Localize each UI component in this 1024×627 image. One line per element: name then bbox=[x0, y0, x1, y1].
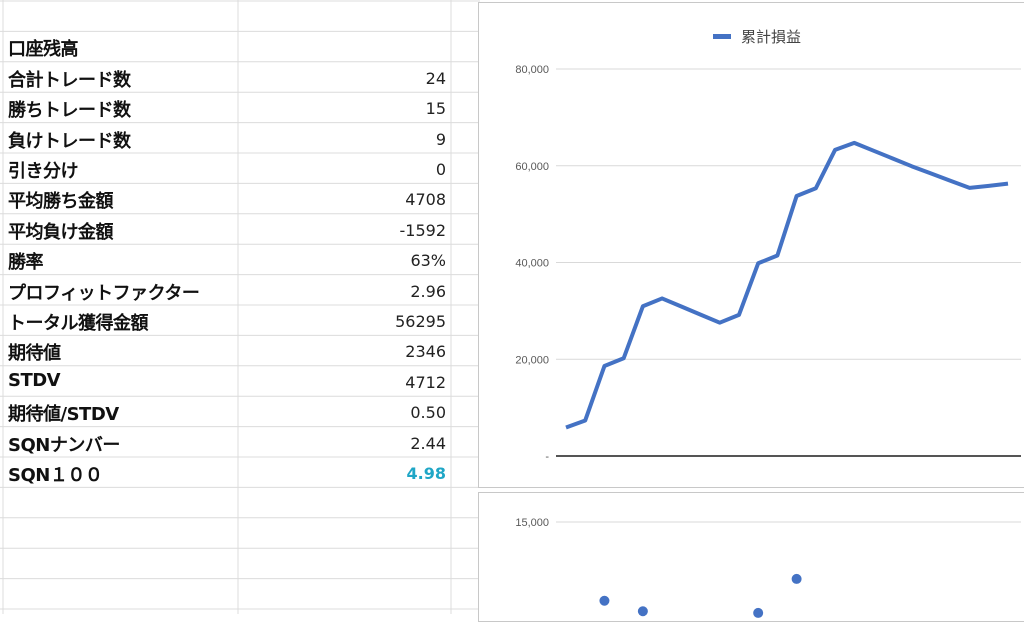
stat-value: 4712 bbox=[405, 372, 446, 392]
line-chart-svg: 累計損益 - 20,000 40,000 60,000 80,000 bbox=[515, 29, 1021, 463]
stat-label: 負けトレード数 bbox=[8, 130, 131, 152]
stat-label: プロフィットファクター bbox=[8, 282, 200, 304]
stat-value: 15 bbox=[425, 99, 446, 119]
stat-label: SQNナンバー bbox=[8, 434, 120, 456]
legend-swatch bbox=[713, 34, 731, 39]
table-row[interactable]: 平均負け金額 -1592 bbox=[0, 214, 480, 244]
stat-value: 56295 bbox=[395, 312, 446, 331]
table-row[interactable]: 勝ちトレード数 15 bbox=[0, 92, 480, 122]
table-row[interactable]: SQNナンバー 2.44 bbox=[0, 427, 480, 457]
y-tick-label: 80,000 bbox=[515, 64, 549, 76]
trade-pnl-scatter-chart[interactable]: 15,000 bbox=[478, 492, 1024, 622]
stat-value: 4.98 bbox=[406, 464, 446, 483]
stat-label: 平均勝ち金額 bbox=[8, 191, 114, 213]
stat-value: 2.44 bbox=[410, 433, 446, 453]
legend-label: 累計損益 bbox=[741, 29, 801, 46]
table-row[interactable]: 引き分け 0 bbox=[0, 153, 480, 183]
y-tick-label: 20,000 bbox=[515, 354, 549, 366]
table-row[interactable]: 期待値/STDV 0.50 bbox=[0, 396, 480, 426]
stat-label: 引き分け bbox=[8, 161, 79, 182]
stat-label: 期待値/STDV bbox=[8, 404, 119, 426]
table-row[interactable]: STDV 4712 bbox=[0, 366, 480, 396]
table-row[interactable]: 期待値 2346 bbox=[0, 335, 480, 365]
table-row[interactable]: SQN１００ 4.98 bbox=[0, 457, 480, 487]
y-tick-label: 15,000 bbox=[515, 517, 549, 529]
stat-label: 合計トレード数 bbox=[8, 69, 131, 91]
stat-value: 2.96 bbox=[410, 281, 446, 301]
stat-value: 0 bbox=[435, 160, 446, 179]
stat-label: 勝率 bbox=[8, 252, 44, 274]
scatter-point bbox=[791, 573, 802, 584]
cumulative-pnl-chart[interactable]: 累計損益 - 20,000 40,000 60,000 80,000 bbox=[478, 2, 1024, 488]
stat-label: 平均負け金額 bbox=[8, 221, 114, 243]
stat-value: 24 bbox=[425, 68, 446, 88]
table-row[interactable]: 勝率 63% bbox=[0, 244, 480, 274]
y-tick-label: 60,000 bbox=[515, 161, 549, 173]
table-row[interactable]: 口座残高 bbox=[0, 31, 480, 61]
scatter-point bbox=[753, 607, 764, 618]
table-row[interactable]: プロフィットファクター 2.96 bbox=[0, 275, 480, 305]
stat-label: 勝ちトレード数 bbox=[8, 100, 131, 122]
stat-label: 口座残高 bbox=[8, 39, 79, 61]
series-line-累計損益 bbox=[565, 140, 1009, 430]
stat-label: トータル獲得金額 bbox=[8, 313, 149, 334]
y-tick-label: 40,000 bbox=[515, 258, 549, 270]
stat-value: -1592 bbox=[399, 220, 447, 240]
table-row[interactable]: 平均勝ち金額 4708 bbox=[0, 183, 480, 213]
stat-value: 0.50 bbox=[410, 403, 446, 423]
table-row[interactable]: 負けトレード数 9 bbox=[0, 123, 480, 153]
scatter-chart-svg: 15,000 bbox=[515, 517, 1021, 618]
stat-value: 63% bbox=[410, 251, 446, 271]
spreadsheet-grid bbox=[0, 0, 480, 614]
table-row[interactable]: 合計トレード数 24 bbox=[0, 62, 480, 92]
y-tick-label: - bbox=[545, 451, 549, 463]
scatter-point bbox=[637, 606, 648, 617]
table-row[interactable]: トータル獲得金額 56295 bbox=[0, 305, 480, 335]
stat-value: 9 bbox=[435, 129, 446, 149]
stat-value: 4708 bbox=[405, 190, 446, 210]
stat-label: 期待値 bbox=[8, 343, 61, 365]
stat-value: 2346 bbox=[405, 342, 446, 362]
scatter-point bbox=[599, 595, 610, 606]
stat-label: STDV bbox=[8, 369, 61, 391]
stat-label: SQN１００ bbox=[8, 465, 103, 486]
